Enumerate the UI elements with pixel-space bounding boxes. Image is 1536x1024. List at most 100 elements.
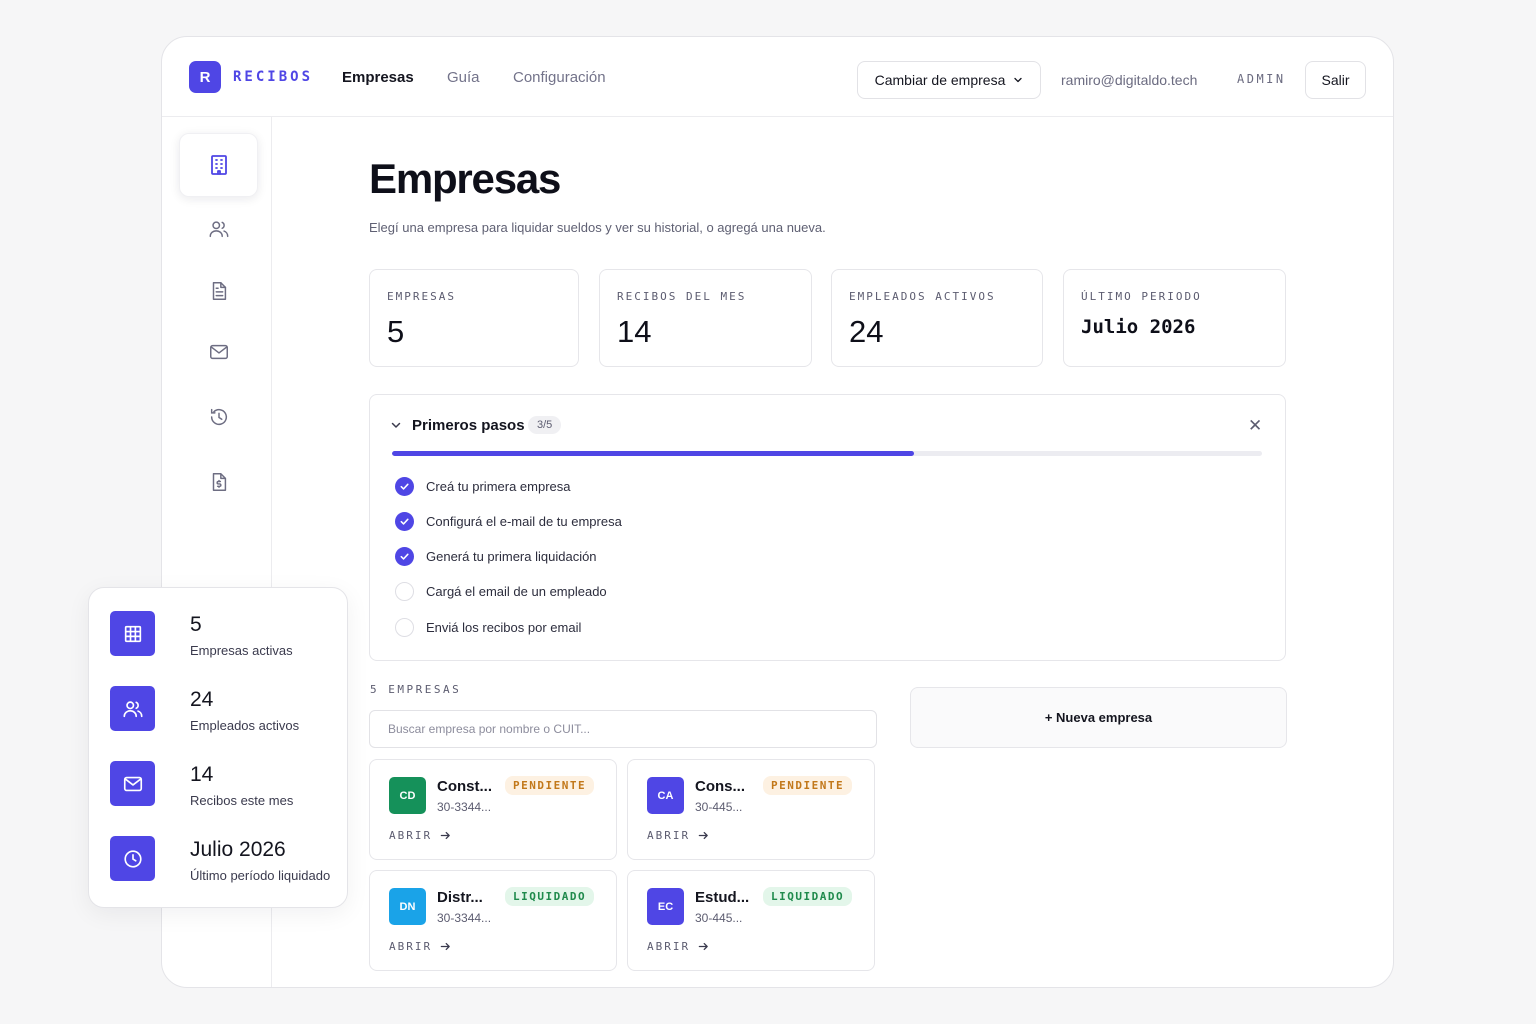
- document-icon: [212, 282, 226, 300]
- empty-circle-icon[interactable]: [395, 582, 414, 602]
- checklist-item[interactable]: Generá tu primera liquidación: [395, 547, 597, 567]
- stat-value: 14: [617, 314, 652, 349]
- checklist-item[interactable]: Configurá el e-mail de tu empresa: [395, 511, 622, 531]
- checklist-item[interactable]: Creá tu primera empresa: [395, 476, 571, 496]
- summary-employees-icon-box: [110, 686, 155, 731]
- summary-value: 5: [190, 613, 202, 636]
- company-avatar: EC: [647, 888, 684, 925]
- company-search-input[interactable]: [369, 710, 877, 748]
- summary-value: 14: [190, 763, 214, 786]
- role-badge: ADMIN: [1237, 72, 1286, 86]
- empty-circle-icon[interactable]: [395, 617, 414, 637]
- company-cuit: 30-445...: [695, 911, 743, 925]
- brand-name[interactable]: RECIBOS: [233, 69, 314, 85]
- file-money-icon: [212, 473, 226, 491]
- building-icon: [124, 625, 141, 642]
- top-bar: R RECIBOS Empresas Guía Configuración Ca…: [162, 37, 1393, 117]
- open-link-label: ABRIR: [647, 940, 691, 953]
- onboarding-count-badge: 3/5: [528, 416, 562, 434]
- status-badge: LIQUIDADO: [763, 887, 853, 906]
- summary-label: Empleados activos: [190, 718, 300, 733]
- company-cuit: 30-3344...: [437, 800, 492, 814]
- onboarding-panel: Primeros pasos 3/5 ✕ Creá tu primera emp…: [369, 394, 1286, 661]
- sidebar-item-receipts[interactable]: [179, 259, 258, 323]
- stat-value: 24: [849, 314, 884, 349]
- sidebar: [162, 117, 272, 987]
- page-subtitle: Elegí una empresa para liquidar sueldos …: [369, 220, 826, 235]
- company-avatar: DN: [389, 888, 426, 925]
- users-icon: [209, 221, 228, 238]
- open-link-label: ABRIR: [389, 940, 433, 953]
- sidebar-item-history[interactable]: [179, 385, 258, 449]
- company-avatar: CD: [389, 777, 426, 814]
- nav-empresas[interactable]: Empresas: [342, 69, 414, 86]
- company-name: Const...: [437, 778, 492, 795]
- open-company-link[interactable]: ABRIR: [647, 940, 709, 953]
- open-company-link[interactable]: ABRIR: [389, 940, 451, 953]
- status-badge: PENDIENTE: [505, 776, 595, 795]
- new-company-button[interactable]: + Nueva empresa: [910, 687, 1287, 748]
- nav-configuracion[interactable]: Configuración: [513, 69, 606, 86]
- checklist-item-label: Creá tu primera empresa: [426, 478, 571, 494]
- company-card[interactable]: EC Estud... 30-445... LIQUIDADO ABRIR: [627, 870, 875, 971]
- sidebar-item-employees[interactable]: [179, 197, 258, 261]
- stat-card-last-period: ÚLTIMO PERIODO Julio 2026: [1063, 269, 1286, 367]
- summary-receipts-icon-box: [110, 761, 155, 806]
- check-circle-icon[interactable]: [395, 476, 414, 496]
- companies-count-label: 5 EMPRESAS: [370, 683, 462, 696]
- summary-label: Recibos este mes: [190, 793, 294, 808]
- onboarding-title[interactable]: Primeros pasos: [412, 417, 525, 434]
- arrow-right-icon: [440, 942, 450, 951]
- stat-label: RECIBOS DEL MES: [617, 290, 747, 303]
- checklist-item[interactable]: Cargá el email de un empleado: [395, 582, 607, 602]
- company-card[interactable]: CD Const... 30-3344... PENDIENTE ABRIR: [369, 759, 617, 860]
- chevron-down-icon[interactable]: [390, 419, 402, 431]
- stat-value: 5: [387, 314, 405, 349]
- summary-companies-icon-box: [110, 611, 155, 656]
- summary-period-icon-box: [110, 836, 155, 881]
- open-link-label: ABRIR: [389, 829, 433, 842]
- company-cuit: 30-3344...: [437, 911, 492, 925]
- company-cuit: 30-445...: [695, 800, 743, 814]
- stat-card-employees: EMPLEADOS ACTIVOS 24: [831, 269, 1043, 367]
- page-title: Empresas: [369, 155, 561, 202]
- open-company-link[interactable]: ABRIR: [647, 829, 709, 842]
- check-circle-icon[interactable]: [395, 511, 414, 531]
- check-circle-icon[interactable]: [395, 547, 414, 567]
- open-company-link[interactable]: ABRIR: [389, 829, 451, 842]
- checklist-item[interactable]: Enviá los recibos por email: [395, 617, 581, 637]
- chevron-down-icon: [1014, 77, 1023, 83]
- logout-button[interactable]: Salir: [1305, 61, 1366, 99]
- summary-panel: 5 Empresas activas 24 Empleados activos …: [88, 587, 348, 908]
- clock-icon: [123, 849, 142, 868]
- checklist-item-label: Cargá el email de un empleado: [426, 584, 607, 600]
- summary-label: Último período liquidado: [190, 868, 331, 883]
- summary-value: Julio 2026: [190, 838, 286, 861]
- sidebar-item-companies[interactable]: [179, 133, 258, 197]
- sidebar-item-payroll-file[interactable]: [179, 450, 258, 514]
- summary-label: Empresas activas: [190, 643, 293, 658]
- close-icon[interactable]: ✕: [1248, 416, 1263, 435]
- arrow-right-icon: [440, 831, 450, 840]
- company-name: Distr...: [437, 889, 483, 906]
- switch-company-button[interactable]: Cambiar de empresa: [857, 61, 1041, 99]
- building-icon: [210, 155, 227, 175]
- logo-mark[interactable]: R: [189, 61, 221, 93]
- user-email: ramiro@digitaldo.tech: [1061, 72, 1198, 88]
- company-name: Estud...: [695, 889, 750, 906]
- progress-track: [392, 451, 1262, 456]
- nav-guia[interactable]: Guía: [447, 69, 480, 86]
- stat-label: ÚLTIMO PERIODO: [1081, 290, 1202, 303]
- mail-icon: [123, 776, 142, 791]
- company-name: Cons...: [695, 778, 746, 795]
- status-badge: LIQUIDADO: [505, 887, 595, 906]
- app-window: R RECIBOS Empresas Guía Configuración Ca…: [161, 36, 1394, 988]
- company-card[interactable]: CA Cons... 30-445... PENDIENTE ABRIR: [627, 759, 875, 860]
- stat-label: EMPRESAS: [387, 290, 456, 303]
- users-icon: [122, 700, 143, 717]
- company-avatar: CA: [647, 777, 684, 814]
- stat-label: EMPLEADOS ACTIVOS: [849, 290, 996, 303]
- company-card[interactable]: DN Distr... 30-3344... LIQUIDADO ABRIR: [369, 870, 617, 971]
- sidebar-item-mail[interactable]: [179, 320, 258, 384]
- stat-value: Julio 2026: [1081, 316, 1196, 338]
